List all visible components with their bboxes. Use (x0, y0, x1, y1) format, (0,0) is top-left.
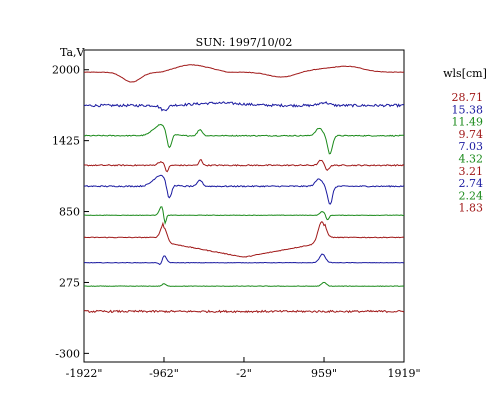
legend-entry: 2.24 (459, 189, 484, 202)
y-tick-label: -300 (55, 347, 80, 360)
legend-entry: 9.74 (459, 128, 484, 141)
plot-frame (83, 49, 405, 363)
y-tick-label: 850 (59, 206, 80, 219)
legend-entry: 15.38 (452, 103, 484, 116)
legend-entry: 28.71 (452, 91, 484, 104)
chart-title: SUN: 1997/10/02 (196, 36, 293, 49)
y-axis-label: Ta,V (60, 46, 86, 59)
legend-entry: 4.32 (459, 153, 484, 166)
y-tick-label: 1425 (52, 135, 80, 148)
y-tick-label: 275 (59, 276, 80, 289)
y-tick-label: 2000 (52, 64, 80, 77)
series-line-28-71 (83, 64, 405, 83)
x-tick-label: 959" (311, 367, 337, 380)
series-line-3-21 (83, 221, 405, 258)
y-ticks: 2000 1425 850 275 -300 (52, 64, 89, 360)
series-line-2-74 (84, 253, 405, 266)
x-ticks: -1922" -962" -2" 959" 1919" (66, 357, 421, 380)
series-line-11-49 (84, 123, 405, 155)
legend-entry: 2.74 (459, 177, 484, 190)
series-line-2-24 (83, 281, 405, 287)
legend-entry: 11.49 (452, 116, 484, 129)
series-group (83, 64, 405, 314)
x-tick-label: -962" (149, 367, 179, 380)
series-line-4-32 (83, 206, 404, 225)
legend-entry: 1.83 (459, 202, 484, 215)
legend: 28.7115.3811.499.747.034.323.212.742.241… (452, 91, 484, 215)
legend-entry: 3.21 (459, 165, 484, 178)
series-line-1-83 (83, 309, 405, 314)
x-tick-label: 1919" (387, 367, 420, 380)
series-line-9-74 (83, 159, 405, 173)
series-line-7-03 (83, 174, 405, 205)
x-tick-label: -1922" (66, 367, 103, 380)
legend-entry: 7.03 (459, 140, 484, 153)
series-line-15-38 (83, 101, 405, 112)
legend-title: wls[cm] (443, 67, 487, 80)
x-tick-label: -2" (236, 367, 252, 380)
